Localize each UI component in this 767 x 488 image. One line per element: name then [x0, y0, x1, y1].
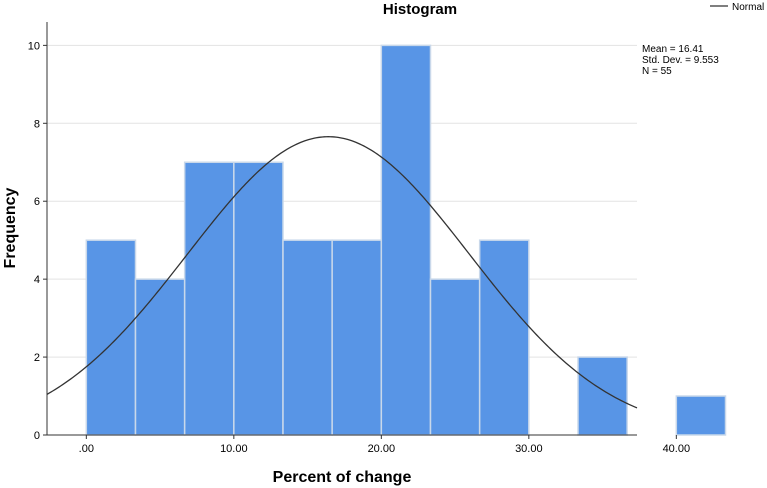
legend-label-normal: Normal	[732, 2, 764, 13]
y-tick-label-4: 4	[34, 274, 40, 286]
x-tick-label-10.00: 10.00	[220, 443, 248, 455]
x-axis-ticks: .00 10.00 20.00 30.00 40.00	[79, 435, 690, 455]
histogram-bar-7	[429, 278, 481, 436]
normal-distribution-curve	[46, 136, 638, 409]
x-axis-title: Percent of change	[273, 469, 412, 486]
stat-std-dev: Std. Dev. = 9.553	[642, 55, 719, 66]
stat-mean: Mean = 16.41	[642, 44, 704, 55]
y-tick-label-8: 8	[34, 118, 40, 130]
y-tick-label-2: 2	[34, 352, 40, 364]
axes	[46, 22, 637, 436]
x-tick-label-.00: .00	[79, 443, 94, 455]
x-tick-label-40.00: 40.00	[663, 443, 691, 455]
y-tick-label-10: 10	[28, 40, 40, 52]
x-tick-label-30.00: 30.00	[515, 443, 543, 455]
histogram-bar-6	[380, 44, 432, 436]
histogram-bar-4	[282, 239, 333, 436]
y-tick-label-0: 0	[34, 430, 40, 442]
histogram-bar-8	[478, 239, 530, 436]
statistics-box: Mean = 16.41 Std. Dev. = 9.553 N = 55	[642, 44, 719, 77]
legend: Normal	[710, 2, 764, 13]
y-tick-label-6: 6	[34, 196, 40, 208]
x-tick-label-20.00: 20.00	[368, 443, 396, 455]
histogram-bar-0	[85, 239, 137, 436]
stat-n: N = 55	[642, 66, 672, 77]
histogram-bar-3	[233, 161, 284, 436]
histogram-bar-1	[134, 278, 186, 436]
y-axis-ticks: 0 2 4 6 8 10	[28, 40, 47, 442]
histogram-bar-2	[183, 161, 235, 436]
histogram-bar-12	[675, 395, 727, 436]
histogram-bars	[85, 44, 727, 436]
chart-title: Histogram	[383, 1, 457, 18]
histogram-bar-10	[577, 356, 628, 436]
y-axis-title: Frequency	[2, 187, 19, 268]
histogram-bar-5	[331, 239, 383, 436]
